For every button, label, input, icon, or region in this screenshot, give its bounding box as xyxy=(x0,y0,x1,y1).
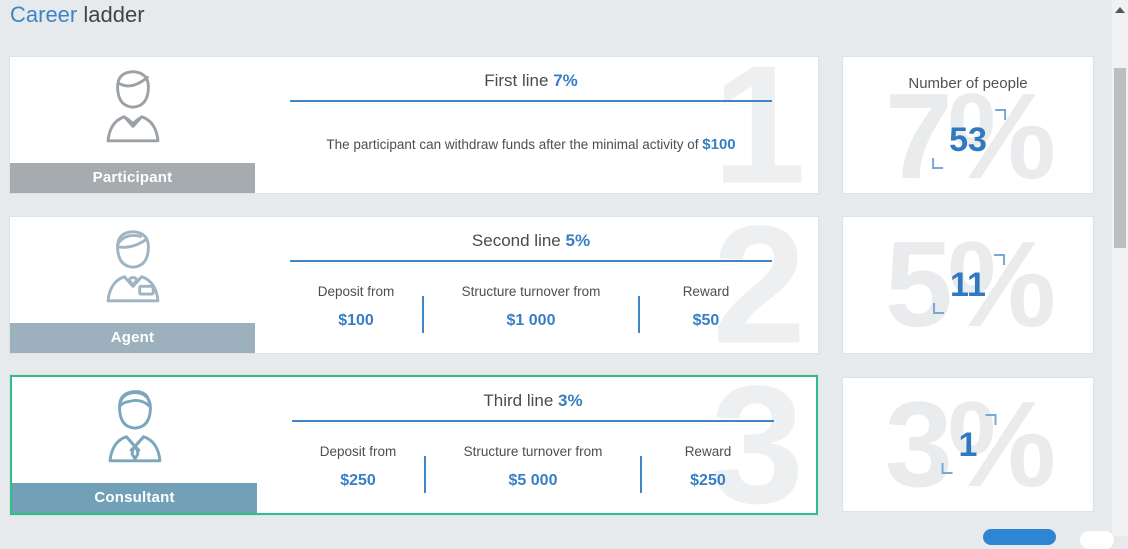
row-content: Second line 5% Deposit from $100 Structu… xyxy=(290,231,772,333)
row-description: The participant can withdraw funds after… xyxy=(290,136,772,153)
people-count-frame: 53 xyxy=(932,108,1006,169)
role-label-agent: Agent xyxy=(10,323,255,353)
scroll-up-arrow-icon[interactable] xyxy=(1115,5,1125,15)
line-title: Third line 3% xyxy=(292,391,774,422)
corner-bracket-bottom-left-icon xyxy=(941,462,953,474)
line-percent: 5% xyxy=(565,231,591,250)
corner-bracket-bottom-left-icon xyxy=(933,303,945,314)
consultant-person-icon xyxy=(108,390,161,463)
stat-value: $250 xyxy=(690,472,726,489)
role-label-consultant: Consultant xyxy=(12,483,257,513)
career-row-consultant-selected[interactable]: 3 Consultant Third line 3% Deposit from … xyxy=(10,350,818,539)
line-title-text: Third line xyxy=(483,391,554,410)
stat-divider xyxy=(639,456,642,493)
corner-bracket-bottom-left-icon xyxy=(932,157,944,169)
role-label-participant: Participant xyxy=(10,163,255,193)
people-count-frame: 11 xyxy=(933,254,1005,314)
stat-deposit: Deposit from $250 xyxy=(292,444,424,490)
vertical-scrollbar[interactable] xyxy=(1112,0,1128,536)
line-title: First line 7% xyxy=(290,71,772,102)
stat-value: $5 000 xyxy=(508,472,558,489)
line-percent: 7% xyxy=(553,71,578,90)
role-column: Consultant xyxy=(12,377,257,513)
bottom-circle-partial[interactable] xyxy=(1080,531,1114,549)
participant-person-icon xyxy=(106,70,159,143)
percent-watermark: 3% xyxy=(884,375,1056,512)
stat-reward: Reward $50 xyxy=(640,284,772,330)
people-count-frame: 1 xyxy=(941,413,997,474)
rank-watermark: 1 xyxy=(712,30,806,219)
people-card-consultant: 3% 1 xyxy=(843,378,1093,511)
role-column: Agent xyxy=(10,217,255,353)
row-stats: Deposit from $250 Structure turnover fro… xyxy=(292,444,774,493)
stat-reward: Reward $250 xyxy=(642,444,774,490)
people-card-title: Number of people xyxy=(908,75,1028,92)
stat-label: Reward xyxy=(682,284,730,299)
line-percent: 3% xyxy=(558,391,583,410)
line-title: Second line 5% xyxy=(290,231,772,262)
people-count: 11 xyxy=(950,266,986,304)
stat-label: Structure turnover from xyxy=(461,284,601,299)
line-title-text: Second line xyxy=(471,231,561,250)
corner-bracket-top-right-icon xyxy=(994,108,1006,120)
rank-watermark: 2 xyxy=(712,190,806,379)
row-content: First line 7% The participant can withdr… xyxy=(290,71,772,153)
people-card-participant: 7% Number of people 53 xyxy=(843,57,1093,205)
stat-deposit: Deposit from $100 xyxy=(290,284,422,330)
career-row-agent[interactable]: 2 Agent Second line 5% Deposit from $100… xyxy=(10,190,818,379)
row-stats: Deposit from $100 Structure turnover fro… xyxy=(290,284,772,333)
agent-person-icon xyxy=(106,230,159,303)
people-count: 53 xyxy=(949,120,987,159)
corner-bracket-top-right-icon xyxy=(985,413,997,425)
row-content: Third line 3% Deposit from $250 Structur… xyxy=(292,391,774,493)
page-title-primary: Career xyxy=(10,2,78,27)
career-row-participant[interactable]: 1 Participant First line 7% The particip… xyxy=(10,30,818,219)
bottom-action-button-partial[interactable] xyxy=(983,529,1056,545)
people-count: 1 xyxy=(958,425,978,464)
percent-watermark: 7% xyxy=(884,68,1056,205)
stat-divider xyxy=(637,296,640,333)
stat-divider xyxy=(422,296,425,333)
stat-value: $100 xyxy=(338,312,374,329)
corner-bracket-top-right-icon xyxy=(993,254,1005,265)
scrollbar-thumb[interactable] xyxy=(1114,68,1126,248)
description-value: $100 xyxy=(702,136,736,153)
line-title-text: First line xyxy=(484,71,549,90)
description-text: The participant can withdraw funds after… xyxy=(326,137,699,152)
stat-divider xyxy=(424,456,427,493)
stat-value: $250 xyxy=(340,472,376,489)
stat-turnover: Structure turnover from $5 000 xyxy=(426,444,640,490)
page-title: Career ladder xyxy=(10,2,145,28)
stat-label: Reward xyxy=(684,444,732,459)
page-title-secondary: ladder xyxy=(83,2,145,27)
people-card-agent: 5% 11 xyxy=(843,217,1093,353)
stat-label: Deposit from xyxy=(317,284,395,299)
stat-turnover: Structure turnover from $1 000 xyxy=(424,284,638,330)
stat-label: Structure turnover from xyxy=(463,444,603,459)
stat-label: Deposit from xyxy=(319,444,397,459)
stat-value: $1 000 xyxy=(506,312,556,329)
rank-watermark: 3 xyxy=(710,350,804,539)
stat-value: $50 xyxy=(692,312,720,329)
role-column: Participant xyxy=(10,57,255,193)
percent-watermark: 5% xyxy=(884,216,1056,353)
